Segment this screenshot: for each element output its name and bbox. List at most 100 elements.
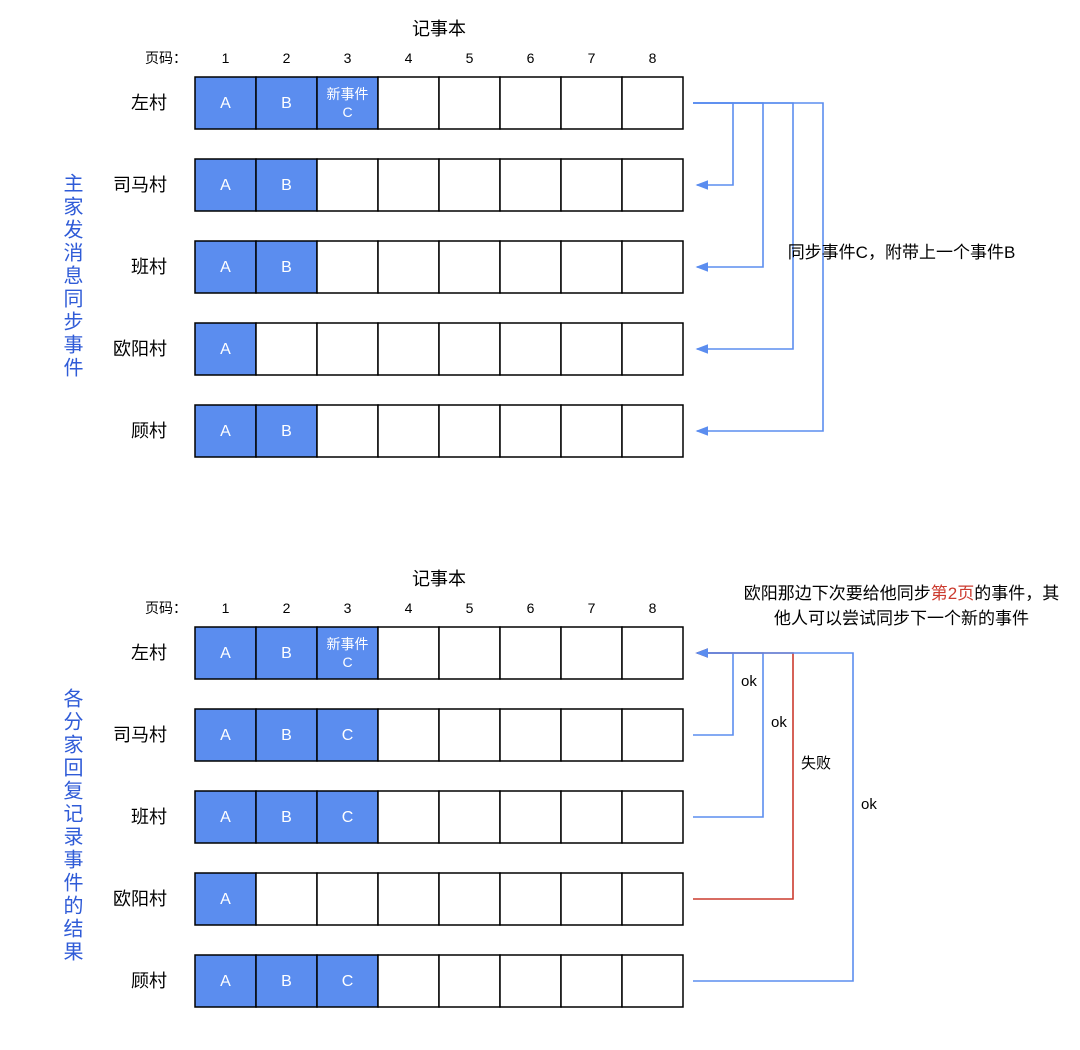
page-number: 6	[527, 600, 535, 616]
row-label: 左村	[131, 643, 167, 663]
panel-title: 记事本	[412, 19, 466, 39]
cell-text: A	[220, 341, 231, 358]
cell-empty	[317, 159, 378, 211]
cell-text: A	[220, 727, 231, 744]
cell-empty	[439, 791, 500, 843]
row-label: 班村	[131, 257, 167, 277]
cell-empty	[622, 323, 683, 375]
cell-text: C	[342, 809, 354, 826]
cell-empty	[378, 405, 439, 457]
cell-empty	[378, 159, 439, 211]
cell-empty	[622, 241, 683, 293]
arrow-label: ok	[861, 796, 877, 813]
page-label: 页码：	[145, 600, 187, 616]
cell-empty	[317, 323, 378, 375]
cell-empty	[378, 791, 439, 843]
page-number: 6	[527, 50, 535, 66]
cell-empty	[256, 873, 317, 925]
cell-empty	[500, 955, 561, 1007]
cell-empty	[256, 323, 317, 375]
page-number: 7	[588, 600, 596, 616]
page-number: 1	[222, 50, 230, 66]
cell-empty	[561, 627, 622, 679]
row-label: 班村	[131, 807, 167, 827]
cell-text: B	[281, 259, 292, 276]
cell-text: A	[220, 177, 231, 194]
cell-empty	[439, 873, 500, 925]
cell-empty	[378, 77, 439, 129]
cell-empty	[378, 323, 439, 375]
page-number: 2	[283, 600, 291, 616]
cell-empty	[561, 405, 622, 457]
side-label: 各分家回复记录事件的结果	[57, 621, 86, 1031]
cell-empty	[317, 241, 378, 293]
cell-empty	[378, 955, 439, 1007]
arrow-label: 失败	[801, 755, 831, 772]
cell-empty	[439, 323, 500, 375]
cell-empty	[439, 159, 500, 211]
cell-empty	[317, 873, 378, 925]
cell-filled	[317, 627, 378, 679]
cell-empty	[622, 627, 683, 679]
cell-text: A	[220, 423, 231, 440]
cell-empty	[622, 159, 683, 211]
cell-empty	[500, 709, 561, 761]
cell-empty	[622, 77, 683, 129]
cell-empty	[622, 405, 683, 457]
cell-empty	[500, 791, 561, 843]
row-label: 左村	[131, 93, 167, 113]
cell-text: 新事件	[327, 86, 369, 102]
page-number: 8	[649, 600, 657, 616]
row-label: 司马村	[113, 725, 167, 745]
cell-text: B	[281, 645, 292, 662]
cell-empty	[439, 405, 500, 457]
cell-text: A	[220, 259, 231, 276]
cell-empty	[561, 955, 622, 1007]
row-label: 司马村	[113, 175, 167, 195]
sync-arrow	[693, 103, 733, 185]
cell-filled	[317, 77, 378, 129]
page-number: 8	[649, 50, 657, 66]
cell-text: B	[281, 727, 292, 744]
page-number: 4	[405, 50, 413, 66]
cell-empty	[439, 709, 500, 761]
sync-arrow	[693, 653, 733, 735]
cell-text: B	[281, 809, 292, 826]
cell-empty	[439, 627, 500, 679]
cell-text: B	[281, 177, 292, 194]
cell-text: C	[342, 727, 354, 744]
cell-text: C	[342, 104, 352, 120]
page-number: 3	[344, 600, 352, 616]
cell-empty	[500, 241, 561, 293]
cell-text: B	[281, 423, 292, 440]
cell-empty	[622, 791, 683, 843]
cell-text: 新事件	[327, 636, 369, 652]
cell-empty	[622, 873, 683, 925]
arrow-label: ok	[771, 714, 787, 731]
cell-empty	[561, 709, 622, 761]
page-number: 1	[222, 600, 230, 616]
side-label: 主家发消息同步事件	[57, 71, 86, 481]
cell-text: C	[342, 973, 354, 990]
cell-empty	[622, 709, 683, 761]
page-number: 5	[466, 50, 474, 66]
cell-empty	[561, 791, 622, 843]
page-number: 5	[466, 600, 474, 616]
cell-empty	[500, 627, 561, 679]
cell-empty	[561, 323, 622, 375]
row-label: 顾村	[131, 971, 167, 991]
page-number: 7	[588, 50, 596, 66]
panel-title: 记事本	[412, 569, 466, 589]
cell-text: C	[342, 654, 352, 670]
cell-empty	[439, 955, 500, 1007]
row-label: 欧阳村	[113, 339, 167, 359]
cell-empty	[500, 159, 561, 211]
cell-text: B	[281, 95, 292, 112]
right-note: 同步事件C，附带上一个事件B	[743, 241, 1060, 266]
cell-empty	[561, 77, 622, 129]
cell-empty	[500, 323, 561, 375]
cell-empty	[378, 627, 439, 679]
diagram-canvas: 记事本页码：12345678主家发消息同步事件左村AB新事件C司马村AB班村AB…	[0, 0, 1080, 1050]
page-number: 4	[405, 600, 413, 616]
page-number: 2	[283, 50, 291, 66]
